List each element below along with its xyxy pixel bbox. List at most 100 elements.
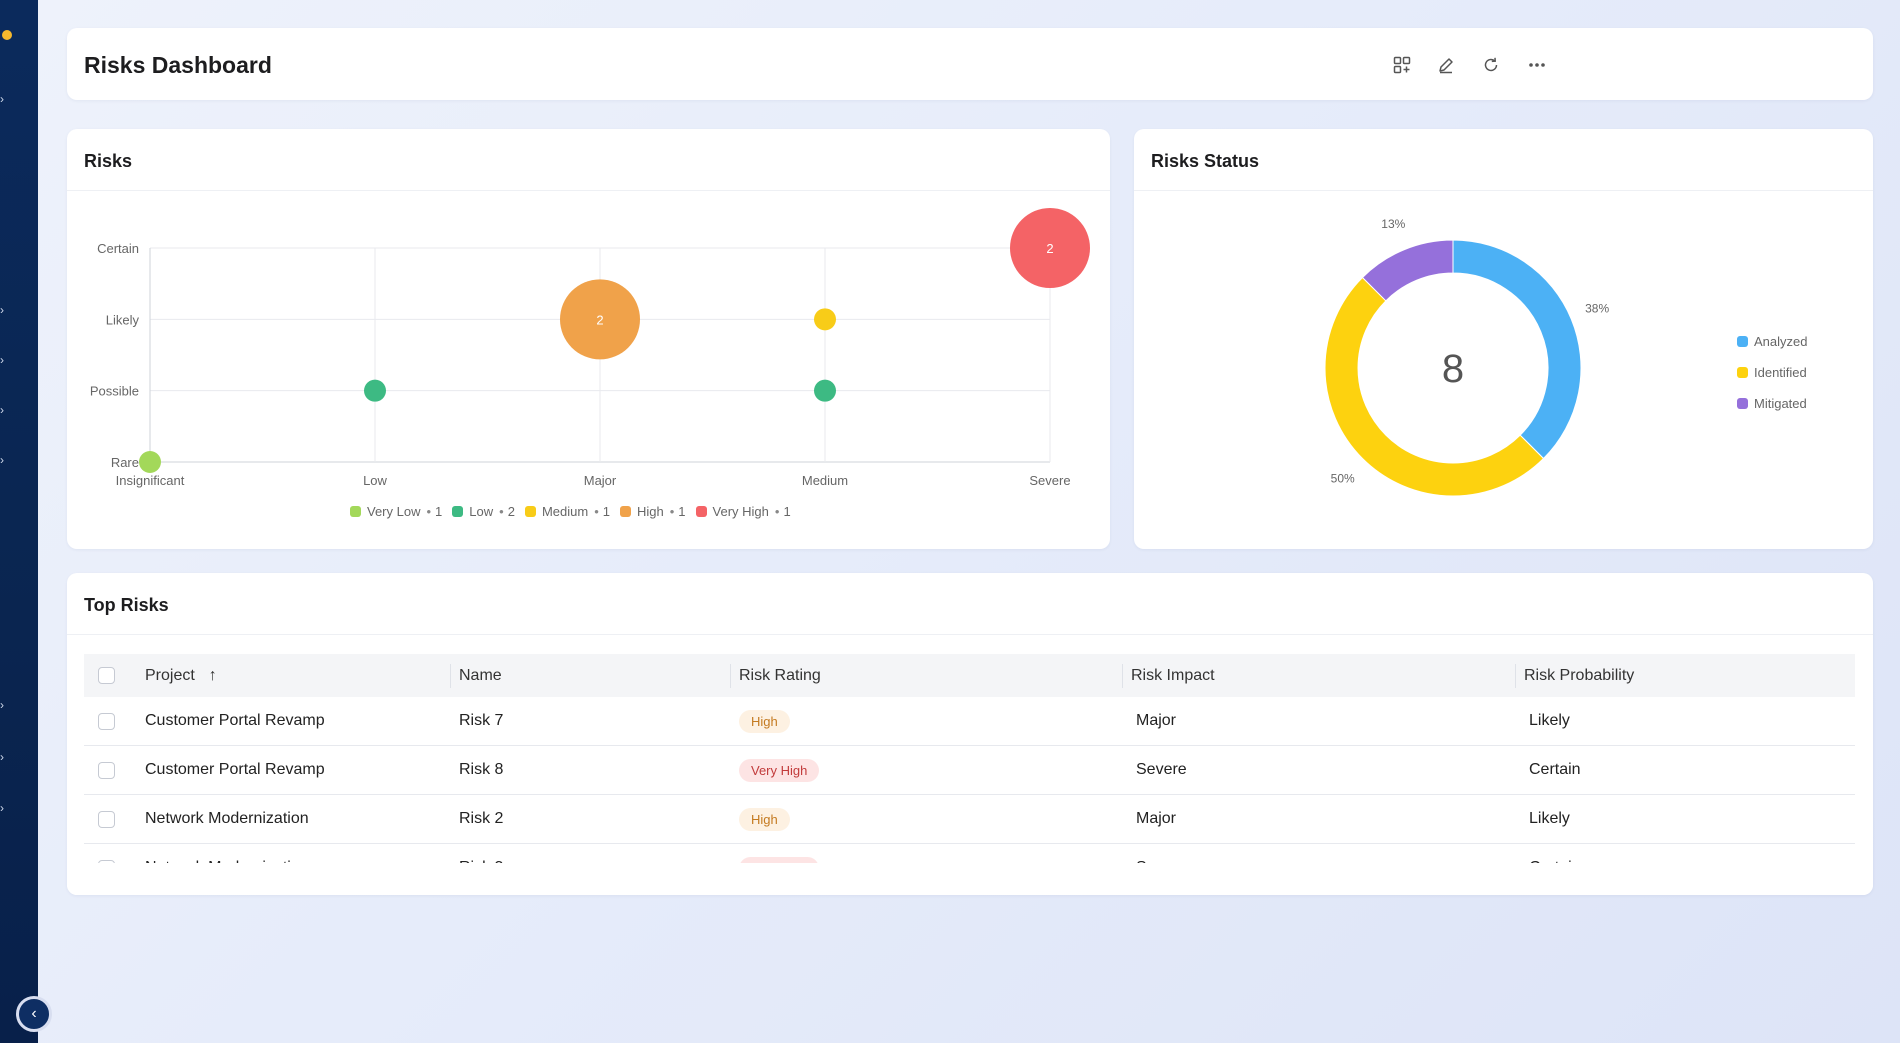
page-title: Risks Dashboard [84,52,272,78]
legend-swatch [524,506,536,517]
cell-risk-impact: Severe [1136,761,1187,778]
column-header-name[interactable]: Name [451,654,731,697]
risk-rating-badge: Very High [739,758,820,782]
column-label: Risk Rating [739,666,821,684]
column-label: Name [459,666,502,684]
sidebar-nav-icon[interactable]: › [0,403,4,417]
select-all-cell [84,654,128,697]
cell-risk-rating: High [731,795,1123,843]
legend-item-mitigated[interactable]: Mitigated [1737,388,1807,419]
donut-center-total: 8 [1442,347,1464,391]
legend-item-very-high[interactable]: Very High 1 [695,504,791,519]
legend-item-medium[interactable]: Medium 1 [524,504,610,519]
legend-count: 1 [594,504,610,519]
sidebar-nav-icon[interactable]: › [0,92,4,106]
card-title: Risks Status [1151,151,1260,171]
column-header-risk-impact[interactable]: Risk Impact [1123,654,1516,697]
bubble-label: 2 [1046,241,1053,256]
donut-slice [1361,239,1454,302]
cell-risk-impact: Major [1136,810,1177,827]
column-header-risk-rating[interactable]: Risk Rating [731,654,1123,697]
more-horizontal-icon [1529,63,1545,67]
cell-risk-rating: Very High [731,746,1123,794]
legend-item-low[interactable]: Low 2 [452,504,515,519]
legend-count: 1 [670,504,685,519]
x-tick-label: Insignificant [116,473,185,488]
legend-swatch [1737,367,1748,378]
column-label: Risk Probability [1524,666,1635,684]
card-title: Top Risks [84,595,169,615]
legend-label: Very Low [367,504,421,519]
column-header-project[interactable]: Project ↑ [128,654,451,697]
row-checkbox[interactable] [97,810,115,828]
cell-risk-probability: Certain [1529,761,1581,778]
refresh-button[interactable] [1478,52,1504,78]
divider [67,190,1110,191]
row-select-cell [84,746,128,794]
risk-rating-badge: High [739,807,790,831]
slice-percent-label: 50% [1331,471,1355,485]
bubble-point [560,279,640,360]
table-row[interactable]: Customer Portal Revamp Risk 8 Very High … [84,746,1855,795]
sort-ascending-icon[interactable]: ↑ [208,666,217,684]
cell-risk-probability: Likely [1529,712,1570,729]
sidebar-nav-icon[interactable]: › [0,750,4,764]
legend-swatch [350,506,361,517]
risks-status-donut-chart: 38% 50% 13% 8 [1324,217,1609,497]
sidebar: › › › › › › › › [0,0,38,1043]
legend-label: Analyzed [1754,334,1808,349]
legend-item-high[interactable]: High 1 [619,504,686,519]
legend-item-identified[interactable]: Identified [1737,357,1807,388]
legend-label: Identified [1754,365,1807,380]
card-title: Risks [84,151,133,171]
row-checkbox[interactable] [97,712,115,730]
table-row[interactable]: Customer Portal Revamp Risk 7 High Major… [84,697,1855,746]
x-tick-label: Severe [1029,473,1070,488]
row-checkbox[interactable] [97,761,115,779]
edit-button[interactable] [1433,52,1459,78]
grid-add-icon [1393,56,1411,74]
add-widget-button[interactable] [1389,52,1415,78]
bubble-point [139,451,161,473]
sidebar-collapse-button[interactable]: ‹ [16,996,52,1032]
table-row[interactable]: Network Modernization Risk 2 High Major … [84,795,1855,844]
more-button[interactable] [1524,52,1550,78]
sidebar-nav-icon[interactable]: › [0,698,4,712]
column-header-risk-probability[interactable]: Risk Probability [1516,654,1855,697]
row-select-cell [84,697,128,745]
bubble-point [1010,208,1090,288]
slice-percent-label: 13% [1381,217,1405,231]
y-tick-label: Possible [90,384,139,399]
bubble-point [814,379,836,402]
select-all-checkbox[interactable] [97,667,115,684]
top-risks-table: Project ↑ Name Risk Rating Risk Impact R… [84,654,1855,893]
table-header: Project ↑ Name Risk Rating Risk Impact R… [84,654,1855,697]
legend-label: High [636,504,664,519]
cell-project: Network Modernization [145,810,309,827]
x-tick-label: Medium [802,473,848,488]
legend-label: Medium [541,504,589,519]
legend-label: Low [469,504,494,519]
y-tick-label: Certain [97,241,139,256]
donut-legend: Analyzed Identified Mitigated [1737,326,1807,419]
sidebar-nav-icon[interactable]: › [0,353,4,367]
legend-label: Very High [712,504,769,519]
slice-percent-label: 38% [1585,301,1609,315]
legend-swatch [1737,336,1748,347]
risk-rating-badge: High [739,709,790,733]
legend-item-very-low[interactable]: Very Low 1 [350,504,442,519]
risks-chart-legend: Very Low 1 Low 2 Medium 1 High 1 Very Hi… [350,504,801,519]
cell-risk-probability: Likely [1529,810,1570,827]
legend-count: 1 [426,504,442,519]
divider [1134,190,1873,191]
notification-dot [2,30,12,40]
column-label: Risk Impact [1131,666,1215,684]
bubble-point [364,379,386,402]
risks-bubble-chart: Rare Possible Likely Certain Insignificant Lo… [90,208,1090,488]
sidebar-nav-icon[interactable]: › [0,303,4,317]
divider [67,634,1873,635]
sidebar-nav-icon[interactable]: › [0,801,4,815]
sidebar-nav-icon[interactable]: › [0,453,4,467]
cell-name: Risk 7 [459,712,504,729]
legend-item-analyzed[interactable]: Analyzed [1737,326,1807,357]
